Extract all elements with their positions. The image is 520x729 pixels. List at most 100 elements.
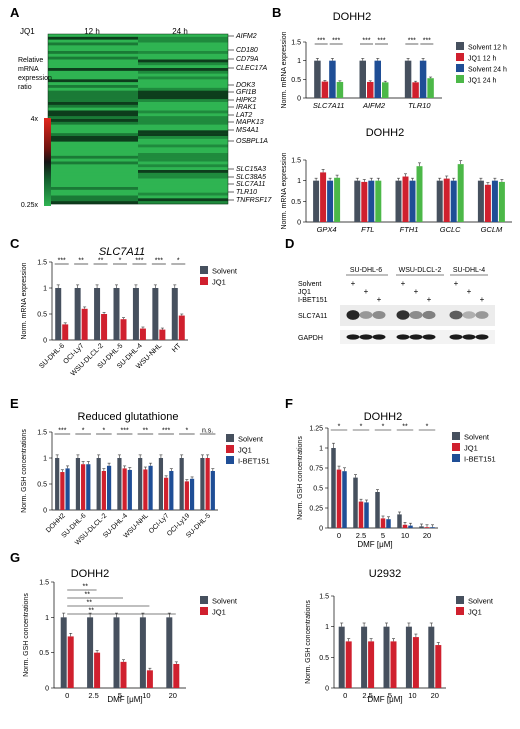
bar <box>390 641 397 688</box>
y-tick-label: 0.5 <box>37 312 47 319</box>
y-tick-label: 0.5 <box>37 482 47 489</box>
bar <box>122 468 127 510</box>
legend-swatch <box>456 64 464 72</box>
blot-plus-mark: + <box>377 295 382 304</box>
y-axis-label: Norm. GSH concentrations <box>23 593 30 677</box>
y-tick-label: 1.5 <box>39 580 49 587</box>
legend-swatch <box>456 42 464 50</box>
heatmap-cell <box>48 189 138 193</box>
panel-f-title: DOHH2 <box>364 411 403 423</box>
bar <box>200 458 205 510</box>
heatmap-col-label-12h: 12 h <box>84 27 100 36</box>
sig-label: * <box>177 258 180 265</box>
bar <box>320 172 327 222</box>
bar <box>117 458 122 510</box>
bar <box>334 177 341 222</box>
bar <box>374 60 381 98</box>
bar <box>178 315 185 340</box>
blot-band <box>449 334 463 340</box>
heatmap-cell <box>138 124 228 128</box>
bar <box>342 471 347 528</box>
heatmap-cell <box>138 130 228 134</box>
blot-band <box>346 334 360 340</box>
y-tick-label: 1.25 <box>309 426 323 433</box>
blot-plus-mark: + <box>364 287 369 296</box>
sig-label: ** <box>82 584 88 591</box>
bar <box>87 617 94 688</box>
bar <box>397 514 402 528</box>
bar <box>382 82 389 98</box>
heatmap-cell <box>138 96 228 100</box>
bar <box>409 180 416 222</box>
heatmap-cell <box>48 107 138 111</box>
bar <box>101 314 108 340</box>
heatmap-cell <box>48 161 138 165</box>
heatmap-cell <box>138 99 228 103</box>
panel-g-right-title: U2932 <box>369 568 401 580</box>
panel-d-western-blot: SU-DHL-6 WSU-DLCL-2 SU-DHL-4 Solvent JQ1… <box>298 267 495 344</box>
heatmap-cell <box>48 48 138 52</box>
blot-row-label-ibet: I-BET151 <box>298 297 328 304</box>
bar <box>139 617 146 688</box>
legend-swatch <box>200 607 208 615</box>
gene-label-slc7a11: SLC7A11 <box>236 181 266 188</box>
x-tick-label: 20 <box>423 531 431 540</box>
heatmap-cell <box>48 65 138 69</box>
heatmap-cell <box>138 201 228 205</box>
gene-label-clec17a: CLEC17A <box>236 65 267 72</box>
gene-label-gfi1b: GFI1B <box>236 89 257 96</box>
gene-label-slc38a5: SLC38A5 <box>236 174 266 181</box>
legend-label: JQ1 12 h <box>468 56 497 63</box>
heatmap-cell <box>48 113 138 117</box>
bar <box>101 471 106 510</box>
bar <box>424 527 430 528</box>
heatmap-cell <box>48 187 138 191</box>
blot-band <box>462 311 476 319</box>
blot-plus-mark: + <box>401 279 406 288</box>
bar <box>148 465 153 510</box>
sig-label: * <box>186 428 189 435</box>
bar <box>205 458 210 510</box>
heatmap-cell <box>138 121 228 125</box>
heatmap-cell <box>138 147 228 151</box>
sig-label: * <box>119 258 122 265</box>
gene-label-dok3: DOK3 <box>236 82 255 89</box>
x-tick-label: SU-DHL-6 <box>38 342 66 370</box>
heatmap-cell <box>138 170 228 174</box>
y-tick-label: 0 <box>325 686 329 693</box>
heatmap-cell <box>138 68 228 72</box>
legend-label: Solvent <box>212 267 238 276</box>
panel-g-title: DOHH2 <box>71 568 110 580</box>
blot-band <box>346 310 360 320</box>
bar <box>81 308 88 340</box>
x-tick-label: 10 <box>401 531 409 540</box>
legend-label: JQ1 <box>212 608 226 617</box>
sig-label: * <box>360 424 363 431</box>
heatmap-cell <box>138 34 228 38</box>
sig-label: *** <box>135 258 143 265</box>
y-tick-label: 1 <box>325 624 329 631</box>
y-axis-label: Norm. mRNA expression <box>281 152 288 229</box>
bar <box>313 180 320 222</box>
bar <box>152 288 159 340</box>
bar <box>380 518 386 528</box>
sig-label: *** <box>408 38 416 45</box>
heatmap-cell <box>138 150 228 154</box>
bar <box>402 176 409 222</box>
sig-label: ** <box>143 428 149 435</box>
blot-row-label-jq1: JQ1 <box>298 289 311 296</box>
legend-label: I-BET151 <box>464 455 496 464</box>
heatmap-color-scale <box>44 118 51 206</box>
bar <box>113 288 120 340</box>
heatmap-cell <box>138 93 228 97</box>
legend-label: Solvent <box>212 597 238 606</box>
gene-label-cd79a: CD79A <box>236 56 259 63</box>
heatmap-cell <box>48 130 138 134</box>
sig-label: *** <box>332 38 340 45</box>
heatmap-cell <box>48 102 138 106</box>
bar <box>120 661 127 688</box>
heatmap-cell <box>138 175 228 179</box>
y-tick-label: 0.5 <box>313 486 323 493</box>
